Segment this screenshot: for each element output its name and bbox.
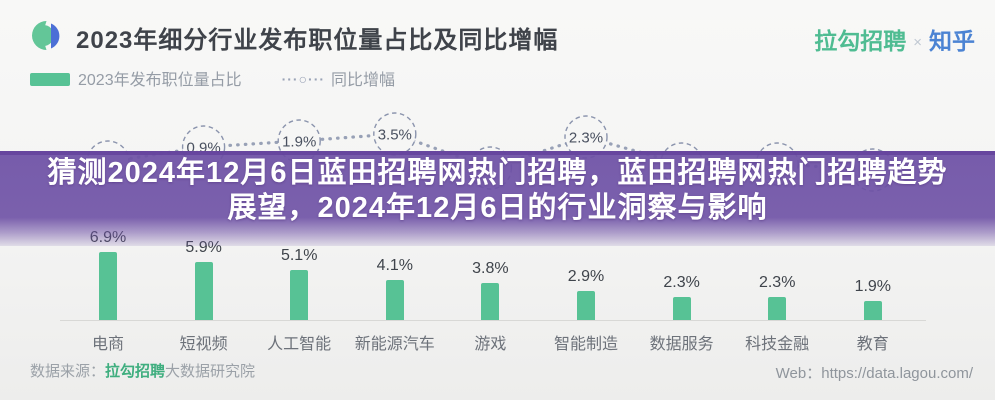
bar-value-label: 2.3% <box>663 274 700 292</box>
bar-value-label: 1.9% <box>854 278 892 296</box>
bar-人工智能 <box>290 269 309 320</box>
headline-overlay-banner: 猜测2024年12月6日蓝田招聘网热门招聘，蓝田招聘网热门招聘趋势 展望，202… <box>0 151 995 246</box>
bar-legend-swatch <box>30 73 70 86</box>
zhihu-logo-text: 知乎 <box>929 28 975 54</box>
yoy-point-label: 2.3% <box>569 130 603 147</box>
chart-title: 2023年细分行业发布职位量占比及同比增幅 <box>76 27 559 54</box>
headline-line-1: 猜测2024年12月6日蓝田招聘网热门招聘，蓝田招聘网热门招聘趋势 <box>47 157 948 189</box>
report-logo-icon <box>32 21 60 50</box>
web-url-note: Web：https://data.lagou.com/ <box>776 362 973 383</box>
bar-value-label: 2.3% <box>758 274 796 292</box>
source-brand: 拉勾招聘 <box>105 363 166 380</box>
bar-value-label: 3.8% <box>472 259 509 277</box>
category-label: 电商 <box>91 336 124 353</box>
yoy-point-label: 3.5% <box>378 127 412 144</box>
bar-科技金融 <box>768 297 787 320</box>
header: 2023年细分行业发布职位量占比及同比增幅 拉勾招聘 × 知乎 <box>30 16 975 56</box>
chart-legend: 2023年发布职位量占比 ···○··· 同比增幅 <box>30 66 395 89</box>
line-legend-marker: ···○··· <box>281 71 326 87</box>
bar-数据服务 <box>672 297 691 320</box>
web-label: Web： <box>775 365 822 382</box>
brand-separator: × <box>913 34 922 51</box>
category-label: 游戏 <box>474 336 507 353</box>
category-label: 人工智能 <box>267 336 332 353</box>
bar-电商 <box>99 251 117 320</box>
bar-智能制造 <box>577 291 595 320</box>
bar-游戏 <box>481 282 500 320</box>
bar-legend-label: 2023年发布职位量占比 <box>78 72 242 89</box>
banner-top-edge <box>0 151 995 155</box>
web-url: https://data.lagou.com/ <box>821 365 973 382</box>
bar-教育 <box>863 301 882 320</box>
data-source-note: 数据来源：拉勾招聘大数据研究院 <box>30 360 255 381</box>
category-label: 数据服务 <box>649 336 714 353</box>
source-suffix: 大数据研究院 <box>165 363 256 380</box>
headline-line-2: 展望，2024年12月6日的行业洞察与影响 <box>227 192 768 224</box>
bar-value-label: 5.1% <box>280 246 318 264</box>
category-label: 教育 <box>856 336 889 353</box>
category-label: 新能源汽车 <box>354 336 435 353</box>
lagou-logo-text: 拉勾招聘 <box>814 28 907 54</box>
yoy-point-label: 1.9% <box>282 134 316 151</box>
bar-value-label: 4.1% <box>376 256 414 274</box>
category-label: 智能制造 <box>553 336 618 353</box>
line-legend-label: 同比增幅 <box>331 72 396 89</box>
source-prefix: 数据来源： <box>30 363 106 380</box>
bar-短视频 <box>194 261 213 320</box>
category-label: 短视频 <box>179 336 228 353</box>
bar-value-label: 2.9% <box>567 268 605 286</box>
category-label: 科技金融 <box>745 336 810 353</box>
brand-lockup: 拉勾招聘 × 知乎 <box>814 22 975 56</box>
x-axis-line <box>60 320 926 321</box>
bar-新能源汽车 <box>385 279 404 320</box>
